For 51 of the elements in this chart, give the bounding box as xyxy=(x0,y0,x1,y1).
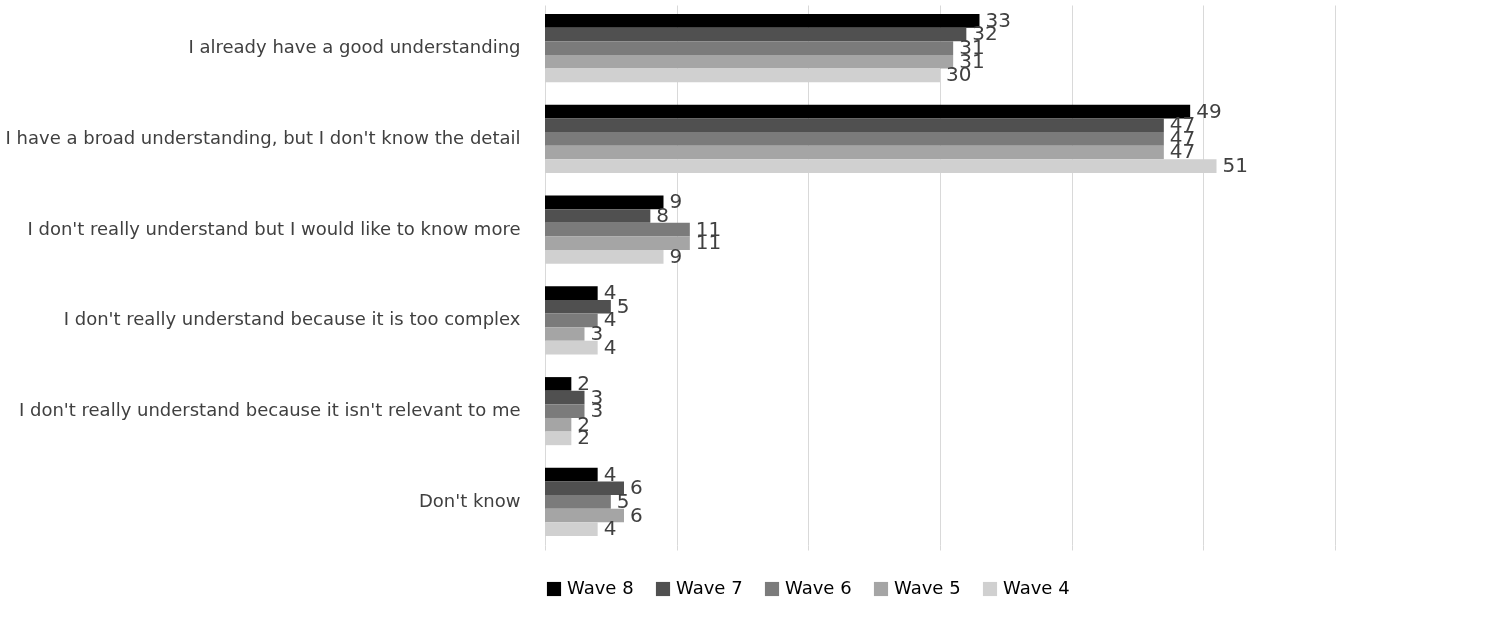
bar xyxy=(545,222,690,237)
data-label: 8 xyxy=(656,203,670,228)
bar xyxy=(545,286,598,300)
bar xyxy=(545,236,690,251)
bar xyxy=(545,118,1164,133)
bar xyxy=(545,404,585,418)
data-label: 4 xyxy=(603,334,617,359)
data-label: 4 xyxy=(603,461,617,486)
data-label: 9 xyxy=(669,243,683,268)
data-label: 5 xyxy=(616,293,630,318)
y-tick-label: I don't really understand but I would like to know more xyxy=(27,217,521,239)
legend-label: Wave 5 xyxy=(894,577,961,598)
bar xyxy=(545,27,967,42)
data-label: 9 xyxy=(669,189,683,214)
bar xyxy=(545,327,585,341)
bar xyxy=(545,195,664,210)
data-label: 4 xyxy=(603,516,617,541)
bar xyxy=(545,132,1164,146)
legend-label: Wave 6 xyxy=(785,577,852,598)
bar xyxy=(545,508,624,523)
y-tick-label: Don't know xyxy=(418,489,521,511)
bar xyxy=(545,313,598,328)
bar xyxy=(545,14,980,28)
data-label: 51 xyxy=(1222,153,1248,178)
y-tick-label: I don't really understand because it isn't relevant to me xyxy=(18,399,521,421)
y-tick-label: I have a broad understanding, but I don't know the detail xyxy=(5,126,521,148)
bar xyxy=(545,54,954,69)
bar xyxy=(545,104,1191,119)
legend-label: Wave 4 xyxy=(1003,577,1070,598)
bar xyxy=(545,390,585,405)
bar xyxy=(545,377,572,391)
data-label: 4 xyxy=(603,280,617,305)
data-label: 5 xyxy=(616,488,630,513)
bar xyxy=(545,417,572,432)
data-label: 6 xyxy=(630,475,643,500)
bar xyxy=(545,41,954,55)
data-label: 4 xyxy=(603,307,617,332)
y-tick-label: I already have a good understanding xyxy=(188,36,521,58)
bar xyxy=(545,145,1164,160)
bar xyxy=(545,481,624,496)
data-label: 49 xyxy=(1196,98,1222,123)
bar xyxy=(545,495,611,509)
y-tick-label: I don't really understand because it is too complex xyxy=(63,308,521,330)
bar xyxy=(545,467,598,482)
data-label: 3 xyxy=(590,320,604,345)
data-label: 2 xyxy=(577,370,591,395)
bar xyxy=(545,209,651,223)
bar xyxy=(545,299,611,314)
data-label: 6 xyxy=(630,502,643,527)
legend-label: Wave 8 xyxy=(567,577,634,598)
legend-label: Wave 7 xyxy=(676,577,743,598)
